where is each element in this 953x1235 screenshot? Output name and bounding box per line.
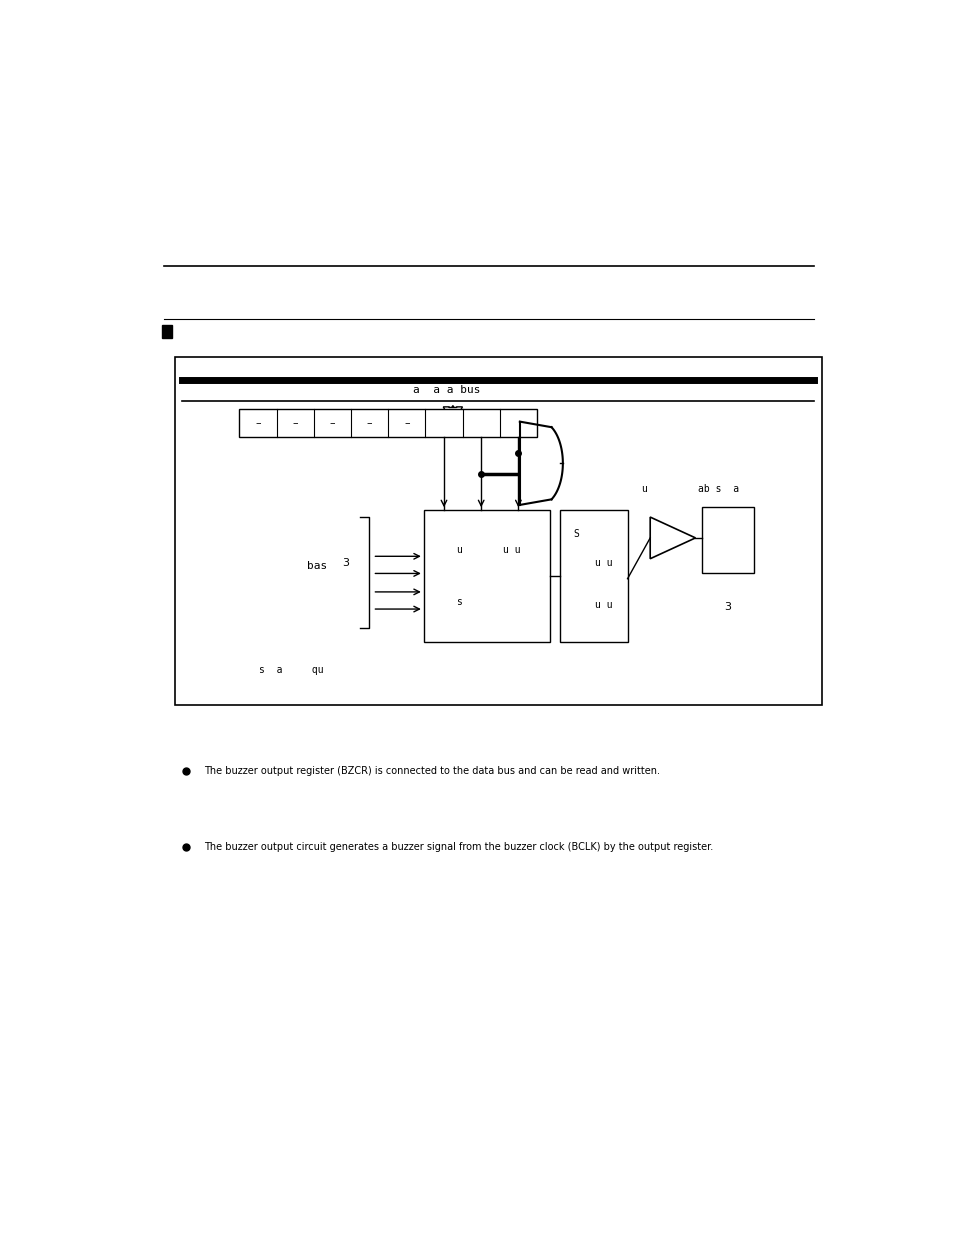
Text: 3: 3 xyxy=(341,558,349,568)
Bar xyxy=(701,506,753,573)
Text: –: – xyxy=(292,417,297,429)
Text: –: – xyxy=(366,417,372,429)
Text: 3: 3 xyxy=(723,603,731,613)
Text: The buzzer output register (BZCR) is connected to the data bus and can be read a: The buzzer output register (BZCR) is con… xyxy=(204,766,659,776)
Text: a  a a bus: a a a bus xyxy=(413,385,479,395)
Bar xyxy=(162,325,172,338)
Text: bas: bas xyxy=(307,561,327,571)
Text: u: u xyxy=(456,545,461,555)
Text: S: S xyxy=(573,529,578,538)
Text: –: – xyxy=(403,417,409,429)
Bar xyxy=(559,510,627,642)
Text: s: s xyxy=(456,598,461,608)
Bar xyxy=(423,510,549,642)
Text: The buzzer output circuit generates a buzzer signal from the buzzer clock (BCLK): The buzzer output circuit generates a bu… xyxy=(204,842,713,852)
Polygon shape xyxy=(650,517,695,558)
Bar xyxy=(239,409,537,437)
Text: s  a     qu: s a qu xyxy=(258,664,323,674)
Text: ab s  a: ab s a xyxy=(697,484,738,494)
Text: u u: u u xyxy=(595,558,612,568)
Text: u: u xyxy=(640,484,646,494)
Bar xyxy=(174,357,821,704)
FancyArrow shape xyxy=(443,405,462,422)
Text: u u: u u xyxy=(503,545,520,555)
FancyArrow shape xyxy=(443,406,462,424)
Text: –: – xyxy=(329,417,335,429)
Text: –: – xyxy=(254,417,260,429)
Text: u u: u u xyxy=(595,600,612,610)
